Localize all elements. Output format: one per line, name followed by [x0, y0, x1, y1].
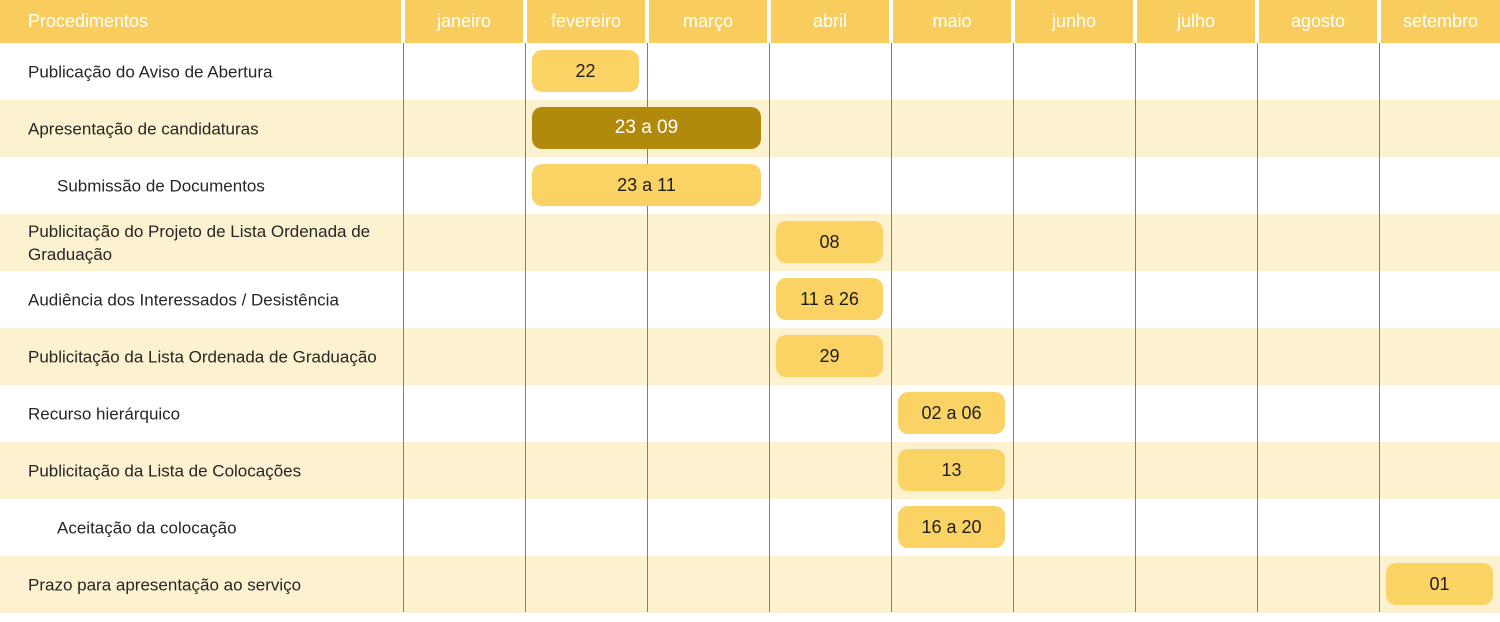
month-grid-line	[891, 43, 892, 612]
month-grid-line	[1135, 43, 1136, 612]
date-range-bar: 23 a 11	[532, 164, 761, 206]
month-grid-line	[525, 43, 526, 612]
date-range-bar: 22	[532, 50, 639, 92]
header-month-janeiro: janeiro	[405, 0, 523, 43]
table-row: Audiência dos Interessados / Desistência…	[0, 271, 1500, 328]
month-grid-line	[1013, 43, 1014, 612]
month-grid-line	[1257, 43, 1258, 612]
row-label: Publicação do Aviso de Abertura	[28, 62, 273, 81]
row-label: Submissão de Documentos	[57, 176, 265, 195]
header-month-setembro: setembro	[1381, 0, 1500, 43]
table-row: Submissão de Documentos 23 a 11	[0, 157, 1500, 214]
header-month-maio: maio	[893, 0, 1011, 43]
date-range-bar: 11 a 26	[776, 278, 883, 320]
row-label: Publicitação do Projeto de Lista Ordenad…	[28, 221, 371, 264]
table-row: Apresentação de candidaturas 23 a 09	[0, 100, 1500, 157]
date-range-bar: 08	[776, 221, 883, 263]
table-row: Publicitação da Lista de Colocações 13	[0, 442, 1500, 499]
row-label: Publicitação da Lista de Colocações	[28, 461, 302, 480]
date-range-bar: 02 a 06	[898, 392, 1005, 434]
table-row: Aceitação da colocação 16 a 20	[0, 499, 1500, 556]
row-label: Publicitação da Lista Ordenada de Gradua…	[28, 347, 377, 366]
header-month-agosto: agosto	[1259, 0, 1377, 43]
month-grid-line	[647, 43, 648, 612]
date-range-bar: 01	[1386, 563, 1493, 605]
date-range-bar: 16 a 20	[898, 506, 1005, 548]
date-range-bar: 29	[776, 335, 883, 377]
row-label: Aceitação da colocação	[57, 518, 237, 537]
month-grid-line	[769, 43, 770, 612]
table-body: Publicação do Aviso de Abertura 22 Apresen…	[0, 43, 1500, 613]
header-month-junho: junho	[1015, 0, 1133, 43]
row-label: Audiência dos Interessados / Desistência	[28, 290, 339, 309]
header-procedures-cell: Procedimentos	[0, 0, 401, 43]
table-row: Prazo para apresentação ao serviço 01	[0, 556, 1500, 613]
table-row: Publicitação da Lista Ordenada de Gradua…	[0, 328, 1500, 385]
row-label: Recurso hierárquico	[28, 404, 181, 423]
table-row: Publicação do Aviso de Abertura 22	[0, 43, 1500, 100]
header-month-fevereiro: fevereiro	[527, 0, 645, 43]
row-label: Prazo para apresentação ao serviço	[28, 575, 302, 594]
month-grid-line	[1379, 43, 1380, 612]
procedures-header-label: Procedimentos	[28, 11, 149, 31]
month-grid-line	[403, 43, 404, 612]
row-label: Apresentação de candidaturas	[28, 119, 259, 138]
table-row: Recurso hierárquico 02 a 06	[0, 385, 1500, 442]
table-row: Publicitação do Projeto de Lista Ordenad…	[0, 214, 1500, 271]
date-range-bar: 23 a 09	[532, 107, 761, 149]
header-month-março: março	[649, 0, 767, 43]
header-month-julho: julho	[1137, 0, 1255, 43]
header-month-abril: abril	[771, 0, 889, 43]
date-range-bar: 13	[898, 449, 1005, 491]
table-header-row: Procedimentos janeiro fevereiro março abril…	[0, 0, 1500, 43]
